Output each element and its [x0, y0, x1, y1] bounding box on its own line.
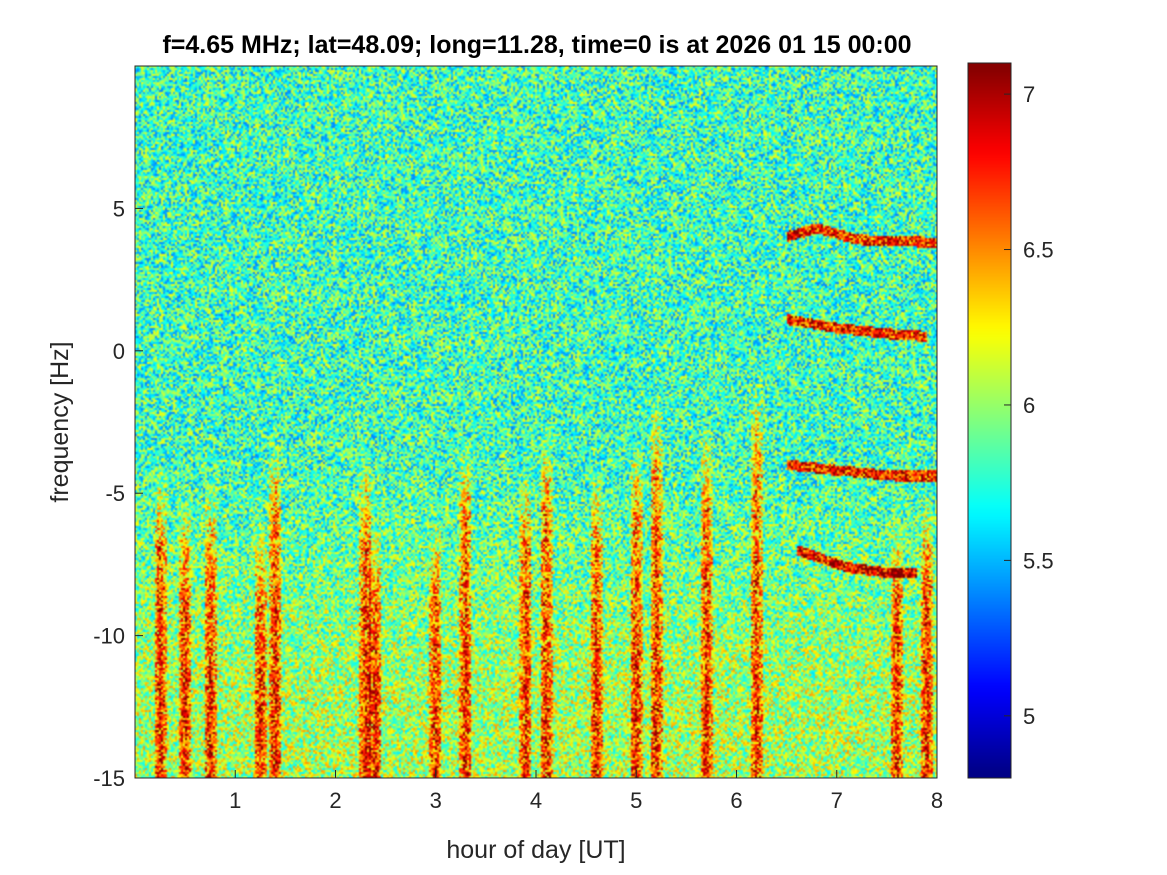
colorbar-tick-label: 7 — [1023, 82, 1035, 107]
colorbar-frame — [967, 62, 1012, 779]
colorbar-tick-label: 6 — [1023, 393, 1035, 418]
y-tick-label: -5 — [105, 481, 125, 506]
colorbar-tick-label: 6.5 — [1023, 238, 1054, 263]
x-tick-label: 2 — [329, 788, 341, 813]
colorbar-tick-label: 5.5 — [1023, 548, 1054, 573]
colorbar-ticks: 5 5.5 6 6.5 7 — [1004, 82, 1054, 729]
chart-title: f=4.65 MHz; lat=48.09; long=11.28, time=… — [162, 31, 911, 59]
y-axis-ticks: -15 -10 -5 0 5 — [93, 196, 143, 791]
y-tick-label: -15 — [93, 766, 125, 791]
x-axis-label: hour of day [UT] — [446, 836, 625, 864]
x-tick-label: 6 — [730, 788, 742, 813]
y-axis-label: frequency [Hz] — [46, 341, 74, 502]
x-tick-label: 8 — [931, 788, 943, 813]
heatmap-image — [135, 66, 937, 778]
colorbar: 5 5.5 6 6.5 7 — [967, 62, 1054, 779]
y-tick-label: -10 — [93, 624, 125, 649]
colorbar-tick-label: 5 — [1023, 704, 1035, 729]
y-tick-label: 0 — [113, 339, 125, 364]
x-tick-label: 1 — [229, 788, 241, 813]
x-tick-label: 3 — [430, 788, 442, 813]
x-axis-ticks: 1 2 3 4 5 6 7 8 — [229, 770, 943, 813]
x-tick-label: 7 — [831, 788, 843, 813]
plot-area — [134, 65, 938, 779]
x-tick-label: 4 — [530, 788, 542, 813]
y-tick-label: 5 — [113, 196, 125, 221]
colorbar-gradient — [968, 63, 1011, 778]
x-tick-label: 5 — [630, 788, 642, 813]
